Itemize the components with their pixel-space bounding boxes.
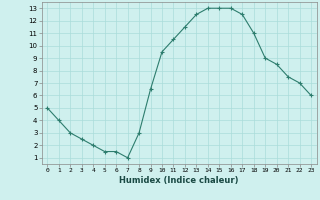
X-axis label: Humidex (Indice chaleur): Humidex (Indice chaleur) bbox=[119, 176, 239, 185]
